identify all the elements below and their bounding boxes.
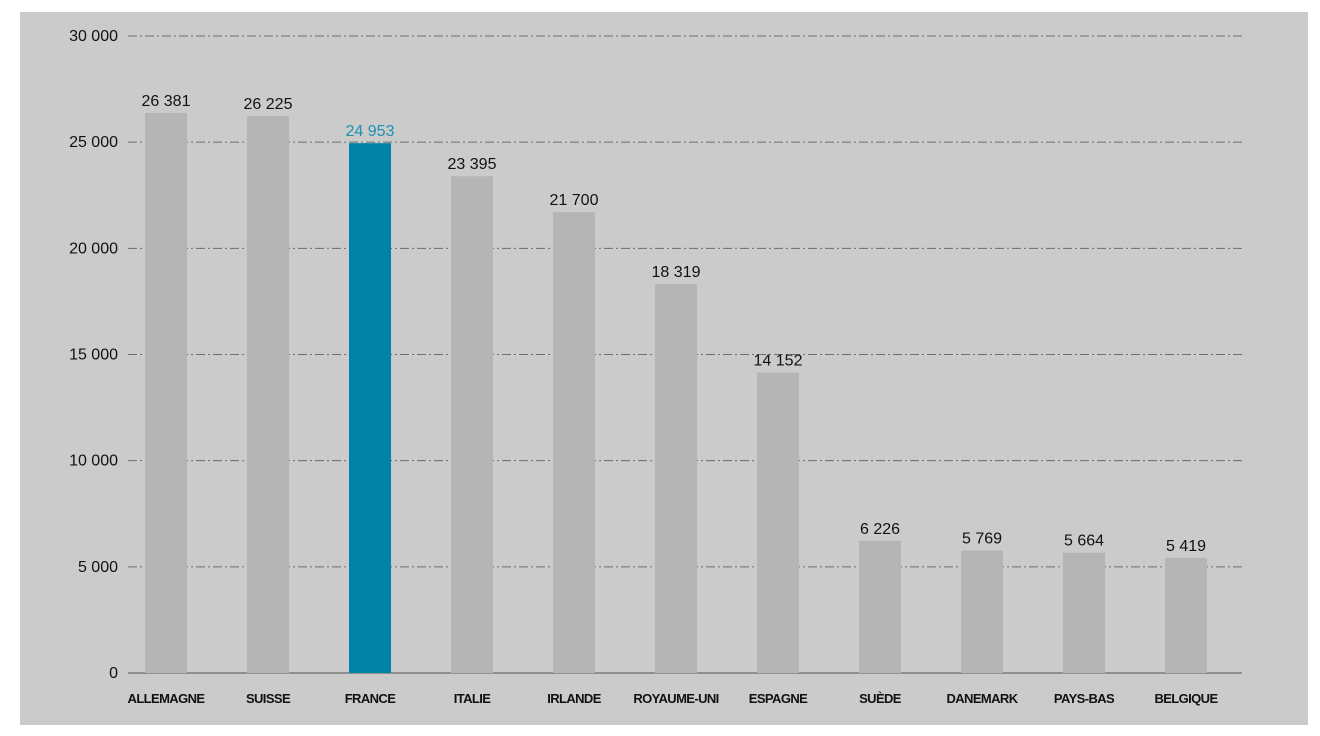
bar-belgique [1165, 557, 1207, 673]
y-tick-label-1: 5 000 [78, 559, 118, 576]
category-label-9: PAYS-BAS [1054, 691, 1115, 706]
value-label-8: 5 769 [962, 531, 1002, 548]
value-label-3: 23 395 [448, 156, 497, 173]
category-label-3: ITALIE [454, 691, 492, 706]
bar-danemark [961, 550, 1003, 673]
value-label-0: 26 381 [142, 93, 191, 110]
category-label-1: SUISSE [246, 691, 291, 706]
value-label-10: 5 419 [1166, 538, 1206, 555]
category-label-2: FRANCE [345, 691, 396, 706]
bar-allemagne [145, 112, 187, 673]
category-labels: ALLEMAGNE SUISSE FRANCE ITALIE IRLANDE ROYAUM… [128, 691, 1220, 706]
bar-espagne [757, 372, 799, 673]
bar-suisse [247, 116, 289, 674]
value-label-6: 14 152 [754, 353, 803, 370]
value-label-1: 26 225 [244, 96, 293, 113]
category-label-6: ESPAGNE [749, 691, 808, 706]
y-tick-label-0: 0 [109, 665, 118, 682]
category-label-8: DANEMARK [946, 691, 1018, 706]
y-axis-tick-labels: 0 5 000 10 000 15 000 20 000 25 000 30 000 [69, 28, 118, 682]
y-tick-label-5: 25 000 [69, 134, 118, 151]
y-tick-label-4: 20 000 [69, 240, 118, 257]
bar-su-de [859, 540, 901, 673]
category-label-4: IRLANDE [547, 691, 602, 706]
bar-royaume-uni [655, 284, 697, 673]
bar-france [349, 143, 391, 674]
category-label-7: SUÈDE [859, 691, 902, 706]
category-label-10: BELGIQUE [1154, 691, 1218, 706]
bars [145, 112, 1207, 674]
value-label-2: 24 953 [346, 123, 395, 140]
bar-pays-bas [1063, 552, 1105, 673]
value-label-5: 18 319 [652, 264, 701, 281]
category-label-5: ROYAUME-UNI [633, 691, 718, 706]
y-tick-label-3: 15 000 [69, 347, 118, 364]
value-label-4: 21 700 [550, 192, 599, 209]
bar-italie [451, 176, 493, 674]
y-tick-label-2: 10 000 [69, 453, 118, 470]
value-label-9: 5 664 [1064, 533, 1104, 550]
value-label-7: 6 226 [860, 521, 900, 538]
category-label-0: ALLEMAGNE [128, 691, 206, 706]
value-labels: 26 381 26 225 24 953 23 395 21 700 18 319 14 1… [142, 93, 1207, 555]
y-tick-label-6: 30 000 [69, 28, 118, 45]
bar-irlande [553, 212, 595, 673]
